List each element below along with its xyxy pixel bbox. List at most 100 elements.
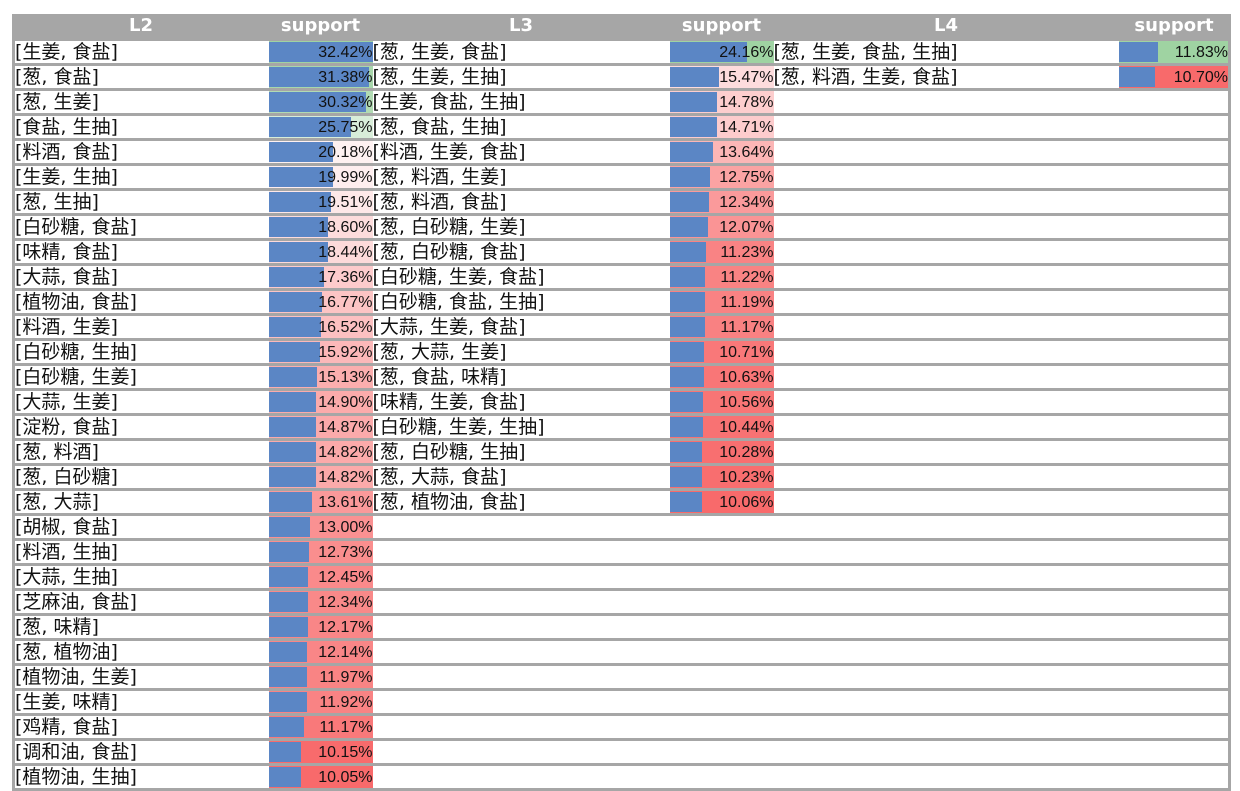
l3-support-cell[interactable]	[669, 763, 774, 791]
l3-support-cell[interactable]	[669, 613, 774, 640]
l4-support-cell[interactable]	[1118, 763, 1231, 791]
l2-itemset-cell[interactable]: [料酒, 食盐]	[12, 138, 269, 165]
l2-itemset-cell[interactable]: [大蒜, 生抽]	[12, 563, 269, 590]
l4-support-cell[interactable]: 10.70%	[1118, 63, 1231, 90]
l2-support-cell[interactable]: 13.00%	[268, 513, 373, 540]
l4-support-cell[interactable]	[1118, 338, 1231, 365]
l4-support-cell[interactable]	[1118, 613, 1231, 640]
l2-support-cell[interactable]: 12.45%	[268, 563, 373, 590]
l3-support-cell[interactable]: 10.63%	[669, 363, 774, 390]
l3-itemset-cell[interactable]: [葱, 食盐, 味精]	[372, 363, 670, 390]
l3-support-cell[interactable]: 12.75%	[669, 163, 774, 190]
l2-support-cell[interactable]: 19.51%	[268, 188, 373, 215]
l2-itemset-cell[interactable]: [葱, 料酒]	[12, 438, 269, 465]
l3-support-cell[interactable]	[669, 513, 774, 540]
l2-itemset-cell[interactable]: [生姜, 味精]	[12, 688, 269, 715]
l2-support-cell[interactable]: 19.99%	[268, 163, 373, 190]
l3-support-cell[interactable]: 14.78%	[669, 88, 774, 115]
l3-itemset-cell[interactable]	[372, 663, 670, 690]
l4-itemset-cell[interactable]	[773, 213, 1119, 240]
l3-support-cell[interactable]: 11.23%	[669, 238, 774, 265]
l2-support-cell[interactable]: 18.60%	[268, 213, 373, 240]
l3-itemset-cell[interactable]: [大蒜, 生姜, 食盐]	[372, 313, 670, 340]
l3-support-cell[interactable]: 15.47%	[669, 63, 774, 90]
l2-support-cell[interactable]: 25.75%	[268, 113, 373, 140]
l4-support-cell[interactable]	[1118, 513, 1231, 540]
l2-itemset-cell[interactable]: [葱, 白砂糖]	[12, 463, 269, 490]
l4-support-cell[interactable]	[1118, 263, 1231, 290]
l2-itemset-cell[interactable]: [芝麻油, 食盐]	[12, 588, 269, 615]
l2-itemset-cell[interactable]: [胡椒, 食盐]	[12, 513, 269, 540]
l2-support-cell[interactable]: 14.90%	[268, 388, 373, 415]
l2-support-cell[interactable]: 18.44%	[268, 238, 373, 265]
l2-support-cell[interactable]: 10.05%	[268, 763, 373, 791]
l2-itemset-cell[interactable]: [葱, 生抽]	[12, 188, 269, 215]
l4-itemset-cell[interactable]	[773, 363, 1119, 390]
l3-itemset-cell[interactable]: [葱, 大蒜, 生姜]	[372, 338, 670, 365]
l3-itemset-cell[interactable]: [葱, 植物油, 食盐]	[372, 488, 670, 515]
l2-itemset-cell[interactable]: [植物油, 生姜]	[12, 663, 269, 690]
l4-itemset-cell[interactable]	[773, 638, 1119, 665]
l2-support-cell[interactable]: 17.36%	[268, 263, 373, 290]
l3-support-cell[interactable]: 13.64%	[669, 138, 774, 165]
l3-itemset-cell[interactable]: [白砂糖, 食盐, 生抽]	[372, 288, 670, 315]
l2-support-cell[interactable]: 30.32%	[268, 88, 373, 115]
header-support-l4[interactable]: support	[1117, 14, 1231, 40]
l2-itemset-cell[interactable]: [葱, 大蒜]	[12, 488, 269, 515]
l3-support-cell[interactable]	[669, 588, 774, 615]
l4-itemset-cell[interactable]	[773, 538, 1119, 565]
l4-support-cell[interactable]	[1118, 488, 1231, 515]
l2-support-cell[interactable]: 11.17%	[268, 713, 373, 740]
l3-itemset-cell[interactable]: [料酒, 生姜, 食盐]	[372, 138, 670, 165]
l3-itemset-cell[interactable]	[372, 563, 670, 590]
l4-itemset-cell[interactable]: [葱, 料酒, 生姜, 食盐]	[773, 63, 1119, 90]
l2-itemset-cell[interactable]: [料酒, 生姜]	[12, 313, 269, 340]
l2-support-cell[interactable]: 16.52%	[268, 313, 373, 340]
l2-itemset-cell[interactable]: [淀粉, 食盐]	[12, 413, 269, 440]
l4-support-cell[interactable]	[1118, 688, 1231, 715]
l3-support-cell[interactable]: 10.23%	[669, 463, 774, 490]
l3-support-cell[interactable]: 10.71%	[669, 338, 774, 365]
l2-support-cell[interactable]: 15.13%	[268, 363, 373, 390]
l4-support-cell[interactable]	[1118, 238, 1231, 265]
l3-itemset-cell[interactable]	[372, 638, 670, 665]
l4-support-cell[interactable]	[1118, 88, 1231, 115]
l3-itemset-cell[interactable]: [葱, 白砂糖, 生抽]	[372, 438, 670, 465]
l2-itemset-cell[interactable]: [白砂糖, 食盐]	[12, 213, 269, 240]
l2-support-cell[interactable]: 20.18%	[268, 138, 373, 165]
l3-itemset-cell[interactable]: [味精, 生姜, 食盐]	[372, 388, 670, 415]
l2-itemset-cell[interactable]: [葱, 食盐]	[12, 63, 269, 90]
l2-support-cell[interactable]: 12.14%	[268, 638, 373, 665]
l4-itemset-cell[interactable]: [葱, 生姜, 食盐, 生抽]	[773, 38, 1119, 65]
l4-itemset-cell[interactable]	[773, 163, 1119, 190]
l4-support-cell[interactable]	[1118, 288, 1231, 315]
l3-itemset-cell[interactable]: [葱, 食盐, 生抽]	[372, 113, 670, 140]
l3-support-cell[interactable]: 12.34%	[669, 188, 774, 215]
l4-itemset-cell[interactable]	[773, 263, 1119, 290]
l3-support-cell[interactable]: 10.06%	[669, 488, 774, 515]
l4-support-cell[interactable]	[1118, 638, 1231, 665]
l3-itemset-cell[interactable]: [葱, 生姜, 生抽]	[372, 63, 670, 90]
l4-itemset-cell[interactable]	[773, 338, 1119, 365]
l4-itemset-cell[interactable]	[773, 313, 1119, 340]
l2-support-cell[interactable]: 14.82%	[268, 463, 373, 490]
l2-support-cell[interactable]: 15.92%	[268, 338, 373, 365]
l4-itemset-cell[interactable]	[773, 138, 1119, 165]
l2-support-cell[interactable]: 31.38%	[268, 63, 373, 90]
l2-itemset-cell[interactable]: [大蒜, 生姜]	[12, 388, 269, 415]
l4-itemset-cell[interactable]	[773, 438, 1119, 465]
l4-itemset-cell[interactable]	[773, 388, 1119, 415]
l3-support-cell[interactable]	[669, 713, 774, 740]
l3-itemset-cell[interactable]: [葱, 生姜, 食盐]	[372, 38, 670, 65]
l3-itemset-cell[interactable]	[372, 688, 670, 715]
l2-itemset-cell[interactable]: [料酒, 生抽]	[12, 538, 269, 565]
l2-itemset-cell[interactable]: [调和油, 食盐]	[12, 738, 269, 765]
l2-support-cell[interactable]: 16.77%	[268, 288, 373, 315]
l3-support-cell[interactable]	[669, 638, 774, 665]
l2-support-cell[interactable]: 11.97%	[268, 663, 373, 690]
l3-itemset-cell[interactable]	[372, 588, 670, 615]
l2-support-cell[interactable]: 14.82%	[268, 438, 373, 465]
l3-support-cell[interactable]	[669, 663, 774, 690]
l3-support-cell[interactable]: 12.07%	[669, 213, 774, 240]
l4-itemset-cell[interactable]	[773, 413, 1119, 440]
